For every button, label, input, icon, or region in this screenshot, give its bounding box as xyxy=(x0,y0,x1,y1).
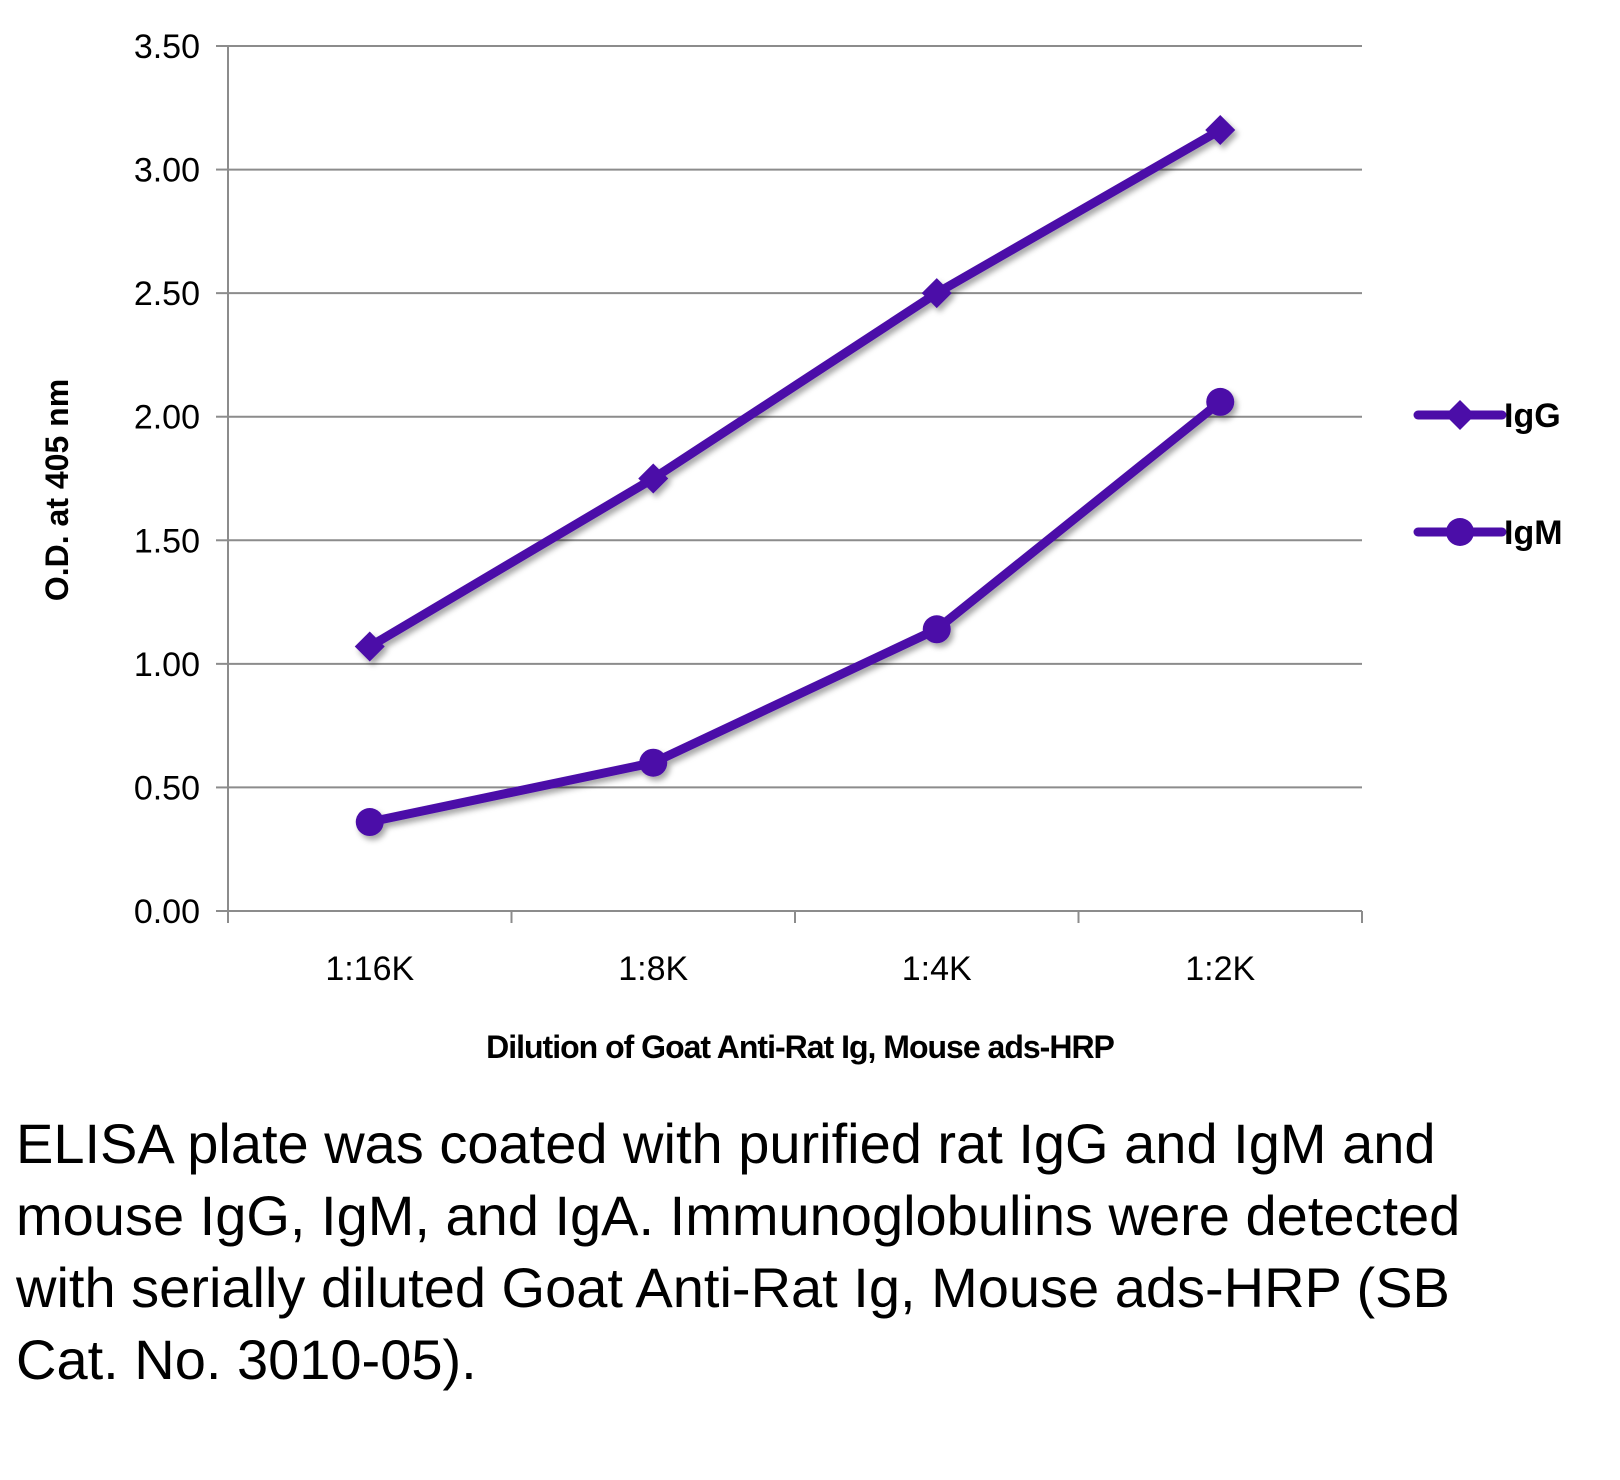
x-axis-title: Dilution of Goat Anti-Rat Ig, Mouse ads-… xyxy=(486,1029,1114,1065)
x-tick-label: 1:4K xyxy=(902,950,972,988)
y-tick-label: 3.50 xyxy=(134,28,200,66)
y-tick-label: 0.50 xyxy=(134,769,200,807)
x-tick-label: 1:16K xyxy=(325,950,414,988)
data-point-igg xyxy=(354,631,385,662)
legend-label-igm: IgM xyxy=(1504,514,1563,552)
y-tick-label: 1.00 xyxy=(134,646,200,684)
y-axis-title: O.D. at 405 nm xyxy=(39,379,75,601)
y-tick-label: 0.00 xyxy=(134,893,200,931)
y-tick-label: 3.00 xyxy=(134,152,200,190)
x-tick-label: 1:2K xyxy=(1185,950,1255,988)
y-tick-label: 2.50 xyxy=(134,275,200,313)
legend-marker-igg xyxy=(1445,400,1475,430)
data-point-igm xyxy=(355,808,384,837)
y-tick-label: 2.00 xyxy=(134,399,200,437)
axes: 0.00 0.50 1.00 1.50 2.00 2.50 3.00 3.50 1:16K 1:8… xyxy=(134,28,1363,988)
legend: IgG IgM xyxy=(1413,397,1563,552)
series-line-igg xyxy=(365,125,1225,652)
series-line-igm xyxy=(365,397,1225,827)
data-point-igg xyxy=(921,278,952,309)
y-tick-label: 1.50 xyxy=(134,522,200,560)
legend-marker-igm xyxy=(1446,518,1474,546)
data-point-igg xyxy=(638,463,669,494)
data-point-igm xyxy=(922,615,951,644)
data-point-igm xyxy=(1206,387,1235,416)
legend-label-igg: IgG xyxy=(1504,397,1561,435)
x-tick-label: 1:8K xyxy=(618,950,688,988)
elisa-chart: 0.00 0.50 1.00 1.50 2.00 2.50 3.00 3.50 1:16K 1:8… xyxy=(39,28,1563,1065)
data-series xyxy=(354,115,1236,837)
data-point-igm xyxy=(639,748,668,777)
gridlines xyxy=(228,45,1362,789)
data-point-igg xyxy=(1205,115,1236,146)
figure-caption: ELISA plate was coated with purified rat… xyxy=(16,1112,1461,1391)
